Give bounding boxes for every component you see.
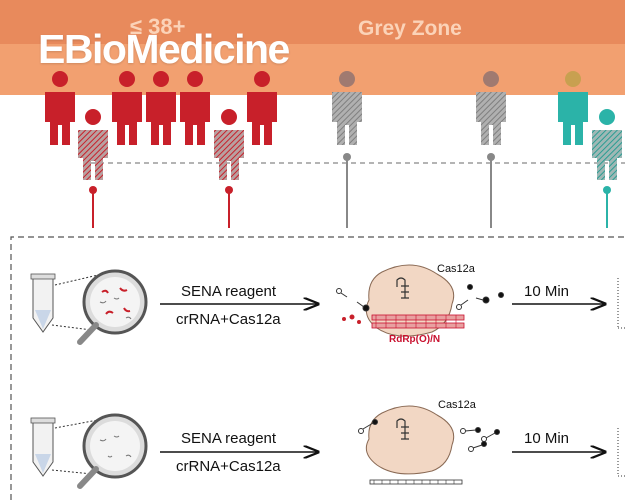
mix-label: crRNA+Cas12a xyxy=(176,458,281,475)
time-label: 10 Min xyxy=(524,283,570,300)
unbound-dna-icon xyxy=(369,479,463,485)
readout-curve-icon xyxy=(617,278,625,329)
person-icon xyxy=(180,71,210,145)
journal-logo: EBioMedicine xyxy=(38,26,290,72)
intact-reporter-icon xyxy=(358,419,500,452)
time-label: 10 Min xyxy=(524,430,570,447)
enzyme-label: Cas12a xyxy=(437,263,475,275)
assay-frame xyxy=(10,236,625,500)
reagent-label: SENA reagent xyxy=(181,430,277,447)
cas12a-complex-icon xyxy=(365,405,455,475)
cas12a-complex-icon xyxy=(365,264,465,337)
sample-tube-icon xyxy=(30,417,99,477)
person-icon xyxy=(45,71,75,145)
magnifier-icon xyxy=(77,413,148,489)
tested-person-icon xyxy=(78,109,108,228)
mix-label: crRNA+Cas12a xyxy=(176,311,281,328)
target-gene-label: RdRp(O)/N xyxy=(389,334,441,345)
tested-person-icon xyxy=(214,109,244,228)
readout-curve-icon xyxy=(617,428,625,477)
cleaved-reporter-icon xyxy=(336,284,504,324)
tested-person-icon xyxy=(592,109,622,228)
person-icon xyxy=(146,71,176,145)
grey-zone-pin xyxy=(343,153,351,228)
person-icon xyxy=(476,71,506,145)
person-icon xyxy=(112,71,142,145)
header-band xyxy=(0,0,625,95)
band-label-threshold: ≤ 38+ xyxy=(130,14,186,39)
sample-tube-icon xyxy=(30,273,99,333)
enzyme-label: Cas12a xyxy=(438,399,476,411)
reagent-label: SENA reagent xyxy=(181,283,277,300)
grey-zone-pin xyxy=(487,153,495,228)
magnifier-icon xyxy=(77,269,148,345)
person-icon xyxy=(332,71,362,145)
person-icon xyxy=(247,71,277,145)
band-label-grey-zone: Grey Zone xyxy=(358,17,462,40)
person-icon xyxy=(558,71,588,145)
